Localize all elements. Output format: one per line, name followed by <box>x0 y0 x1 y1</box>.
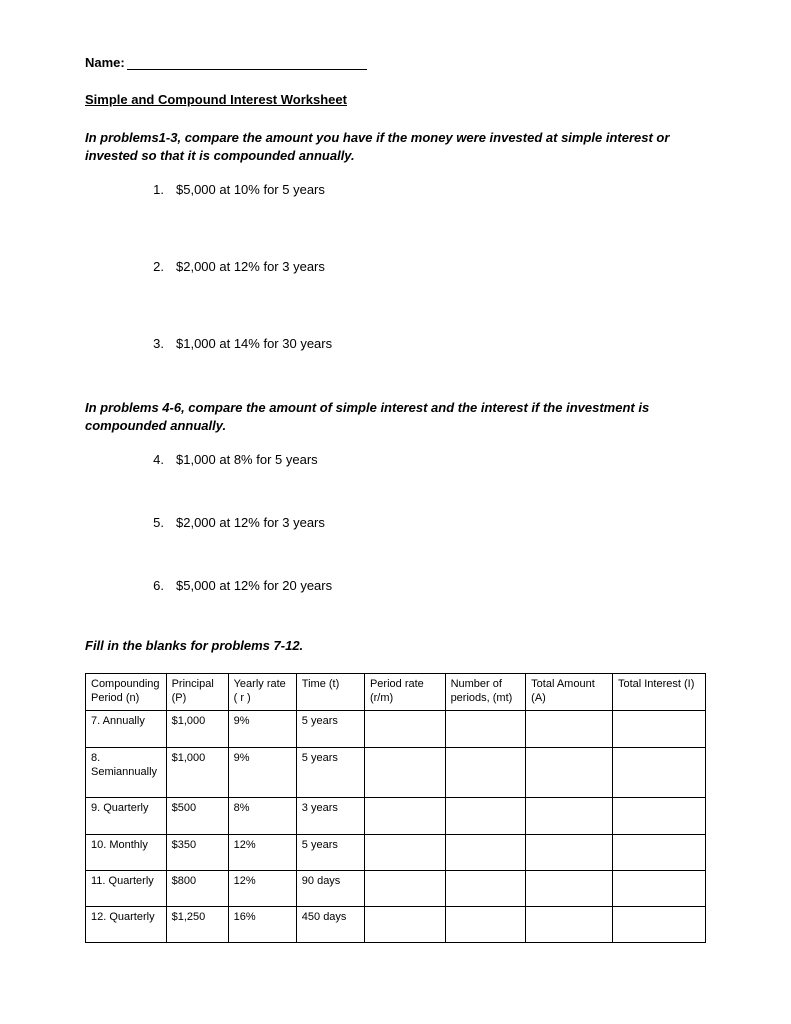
section1-problems: 1. $5,000 at 10% for 5 years 2. $2,000 a… <box>140 182 706 351</box>
table-cell <box>612 834 705 870</box>
table-row: 8. Semiannually $1,000 9% 5 years <box>86 747 706 798</box>
table-cell <box>526 747 613 798</box>
problem-item: 3. $1,000 at 14% for 30 years <box>140 336 706 351</box>
table-cell: 9% <box>228 747 296 798</box>
table-cell <box>364 907 445 943</box>
problem-item: 6. $5,000 at 12% for 20 years <box>140 578 706 593</box>
table-cell: 5 years <box>296 747 364 798</box>
table-cell <box>526 798 613 834</box>
section2-instructions: In problems 4-6, compare the amount of s… <box>85 399 706 434</box>
table-cell: 10. Monthly <box>86 834 167 870</box>
section1-instructions: In problems1-3, compare the amount you h… <box>85 129 706 164</box>
table-cell: 5 years <box>296 711 364 747</box>
table-header: Number of periods, (mt) <box>445 673 526 711</box>
problem-text: $2,000 at 12% for 3 years <box>176 515 325 530</box>
table-cell <box>612 907 705 943</box>
table-cell <box>612 711 705 747</box>
name-field: Name: <box>85 55 706 70</box>
table-cell <box>445 711 526 747</box>
problem-text: $5,000 at 12% for 20 years <box>176 578 332 593</box>
table-cell: 12% <box>228 834 296 870</box>
table-cell: 5 years <box>296 834 364 870</box>
table-row: 7. Annually $1,000 9% 5 years <box>86 711 706 747</box>
table-cell <box>364 834 445 870</box>
table-cell <box>526 870 613 906</box>
table-cell <box>445 798 526 834</box>
table-cell <box>526 907 613 943</box>
table-cell <box>364 870 445 906</box>
section3-instructions: Fill in the blanks for problems 7-12. <box>85 637 706 655</box>
problem-text: $1,000 at 8% for 5 years <box>176 452 318 467</box>
table-cell: 12% <box>228 870 296 906</box>
table-cell: 8% <box>228 798 296 834</box>
table-cell: 9. Quarterly <box>86 798 167 834</box>
problem-text: $2,000 at 12% for 3 years <box>176 259 325 274</box>
table-header: Time (t) <box>296 673 364 711</box>
problem-number: 6. <box>140 578 164 593</box>
interest-table: Compounding Period (n) Principal (P) Yea… <box>85 673 706 944</box>
table-cell: $350 <box>166 834 228 870</box>
table-cell <box>526 834 613 870</box>
table-cell <box>526 711 613 747</box>
problem-number: 1. <box>140 182 164 197</box>
table-header: Period rate (r/m) <box>364 673 445 711</box>
table-cell: 90 days <box>296 870 364 906</box>
table-cell <box>445 747 526 798</box>
table-header-row: Compounding Period (n) Principal (P) Yea… <box>86 673 706 711</box>
problem-number: 2. <box>140 259 164 274</box>
table-header: Total Interest (I) <box>612 673 705 711</box>
table-row: 9. Quarterly $500 8% 3 years <box>86 798 706 834</box>
problem-number: 4. <box>140 452 164 467</box>
problem-item: 1. $5,000 at 10% for 5 years <box>140 182 706 197</box>
problem-item: 4. $1,000 at 8% for 5 years <box>140 452 706 467</box>
table-row: 10. Monthly $350 12% 5 years <box>86 834 706 870</box>
table-cell <box>364 798 445 834</box>
table-cell: 16% <box>228 907 296 943</box>
problem-text: $5,000 at 10% for 5 years <box>176 182 325 197</box>
table-row: 11. Quarterly $800 12% 90 days <box>86 870 706 906</box>
table-cell <box>445 834 526 870</box>
table-cell: 9% <box>228 711 296 747</box>
table-cell: $800 <box>166 870 228 906</box>
name-underline <box>127 69 367 70</box>
table-cell: $1,000 <box>166 711 228 747</box>
table-cell: 3 years <box>296 798 364 834</box>
table-header: Principal (P) <box>166 673 228 711</box>
problem-number: 5. <box>140 515 164 530</box>
table-cell <box>445 870 526 906</box>
table-row: 12. Quarterly $1,250 16% 450 days <box>86 907 706 943</box>
table-cell: 7. Annually <box>86 711 167 747</box>
table-header: Yearly rate ( r ) <box>228 673 296 711</box>
table-cell: 8. Semiannually <box>86 747 167 798</box>
table-cell: $500 <box>166 798 228 834</box>
section2-problems: 4. $1,000 at 8% for 5 years 5. $2,000 at… <box>140 452 706 593</box>
table-cell <box>364 711 445 747</box>
table-cell <box>612 870 705 906</box>
problem-number: 3. <box>140 336 164 351</box>
problem-text: $1,000 at 14% for 30 years <box>176 336 332 351</box>
table-cell <box>612 747 705 798</box>
table-cell: $1,000 <box>166 747 228 798</box>
table-cell <box>612 798 705 834</box>
worksheet-title: Simple and Compound Interest Worksheet <box>85 92 706 107</box>
problem-item: 5. $2,000 at 12% for 3 years <box>140 515 706 530</box>
table-cell: 12. Quarterly <box>86 907 167 943</box>
table-cell: 11. Quarterly <box>86 870 167 906</box>
name-label: Name: <box>85 55 125 70</box>
table-header: Total Amount (A) <box>526 673 613 711</box>
table-cell <box>364 747 445 798</box>
problem-item: 2. $2,000 at 12% for 3 years <box>140 259 706 274</box>
table-cell: 450 days <box>296 907 364 943</box>
table-cell: $1,250 <box>166 907 228 943</box>
data-table-container: Compounding Period (n) Principal (P) Yea… <box>85 673 706 944</box>
table-header: Compounding Period (n) <box>86 673 167 711</box>
table-cell <box>445 907 526 943</box>
